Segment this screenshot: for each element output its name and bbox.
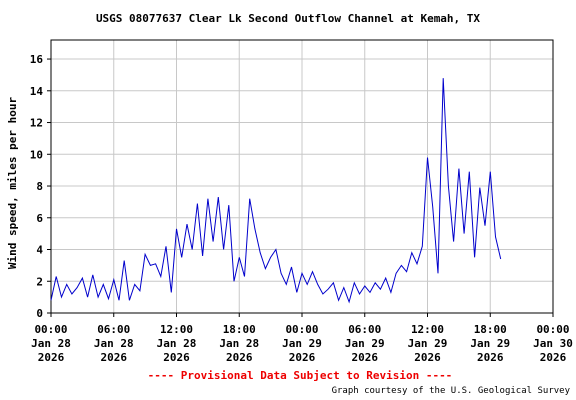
y-tick-label: 12 [30, 117, 43, 130]
x-tick-label: Jan 28 [219, 337, 259, 350]
x-tick-label: Jan 28 [94, 337, 134, 350]
y-tick-label: 0 [36, 307, 43, 320]
x-tick-label: 18:00 [223, 323, 256, 336]
chart-title: USGS 08077637 Clear Lk Second Outflow Ch… [96, 12, 480, 25]
x-tick-label: 00:00 [285, 323, 318, 336]
x-tick-label: 2026 [540, 351, 567, 364]
y-axis-label: Wind speed, miles per hour [6, 97, 19, 270]
x-tick-label: 12:00 [411, 323, 444, 336]
x-tick-label: 2026 [477, 351, 504, 364]
credit: Graph courtesy of the U.S. Geological Su… [332, 386, 571, 396]
x-tick-label: 2026 [352, 351, 379, 364]
x-tick-label: 18:00 [474, 323, 507, 336]
x-tick-label: 2026 [289, 351, 316, 364]
provisional-note: ---- Provisional Data Subject to Revisio… [148, 369, 453, 382]
y-tick-label: 16 [30, 53, 44, 66]
x-tick-label: 06:00 [97, 323, 130, 336]
x-tick-label: Jan 29 [345, 337, 385, 350]
y-tick-label: 14 [30, 85, 44, 98]
x-tick-label: 00:00 [34, 323, 67, 336]
x-tick-label: 06:00 [348, 323, 381, 336]
y-tick-label: 8 [36, 180, 43, 193]
y-tick-label: 4 [36, 244, 43, 257]
x-tick-label: 2026 [101, 351, 128, 364]
x-tick-label: 2026 [163, 351, 190, 364]
y-tick-label: 6 [36, 212, 43, 225]
x-tick-label: 2026 [38, 351, 65, 364]
y-tick-label: 2 [36, 275, 43, 288]
x-tick-label: Jan 29 [470, 337, 510, 350]
x-tick-label: 00:00 [536, 323, 569, 336]
x-tick-label: 2026 [414, 351, 441, 364]
x-tick-label: Jan 28 [31, 337, 71, 350]
x-tick-label: Jan 29 [282, 337, 322, 350]
x-tick-label: Jan 28 [157, 337, 197, 350]
x-tick-label: Jan 30 [533, 337, 573, 350]
x-tick-label: Jan 29 [408, 337, 448, 350]
data-line [50, 78, 502, 304]
plot-frame [50, 39, 554, 314]
y-tick-label: 10 [30, 148, 43, 161]
x-tick-label: 12:00 [160, 323, 193, 336]
x-tick-label: 2026 [226, 351, 253, 364]
